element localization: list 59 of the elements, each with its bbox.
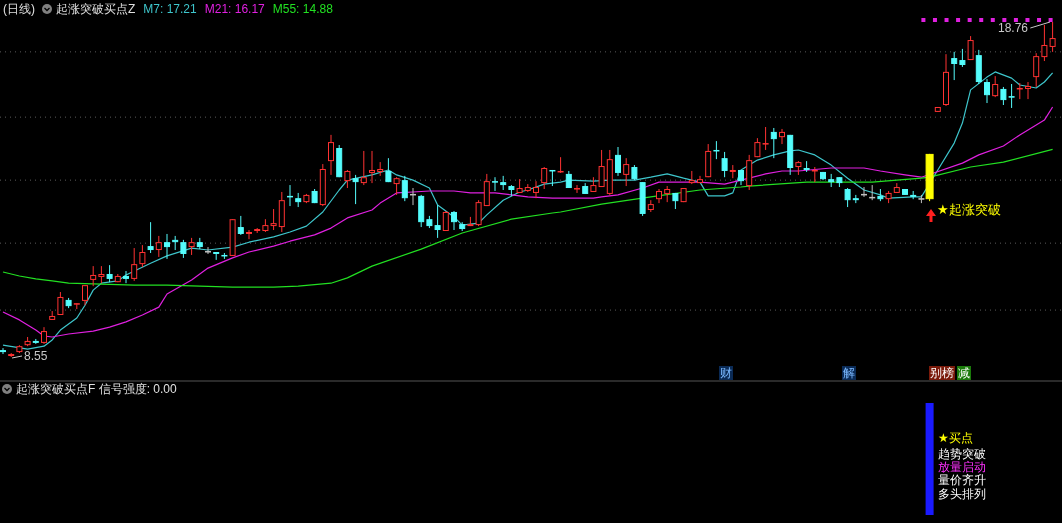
candlestick: [574, 184, 580, 194]
candlestick: [131, 247, 138, 282]
chart-subtitle: (日线): [3, 2, 35, 16]
candlestick: [401, 175, 408, 202]
candlestick: [483, 173, 490, 207]
candlestick: [533, 180, 539, 199]
annotation: 趋势突破: [938, 447, 986, 461]
candlestick: [82, 284, 88, 306]
candlestick: [992, 75, 999, 98]
annotation: 多头排列: [938, 487, 986, 501]
candlestick: [951, 51, 958, 81]
text: 财: [720, 366, 732, 380]
candlestick: [123, 270, 129, 284]
candlestick: [90, 265, 97, 287]
candlestick: [180, 239, 187, 259]
candlestick: [861, 186, 867, 198]
candlestick: [623, 157, 630, 187]
chart-title: 起涨突破买点Z: [56, 2, 136, 16]
candlestick: [492, 176, 498, 192]
candlestick: [615, 146, 621, 177]
candlestick: [713, 140, 720, 160]
text: M7: 17.21: [143, 2, 198, 16]
candlestick: [287, 184, 293, 207]
annotation: 放量启动: [938, 460, 986, 474]
text: M21: 16.17: [204, 2, 266, 16]
text: 别榜: [930, 366, 954, 380]
annotation: ★买点: [938, 431, 973, 445]
candlestick: [164, 233, 170, 260]
candlestick: [721, 151, 728, 178]
candlestick: [147, 221, 154, 254]
candlestick: [779, 128, 785, 145]
annotation: ★起涨突破: [937, 202, 1001, 217]
candlestick: [1033, 52, 1040, 88]
candlestick: [155, 235, 162, 258]
annotation: 8.55: [24, 349, 48, 363]
candlestick: [984, 78, 990, 104]
candlestick: [237, 215, 244, 236]
candlestick: [139, 244, 146, 268]
candlestick: [360, 150, 367, 186]
candlestick: [959, 48, 966, 68]
candlestick: [451, 210, 457, 231]
candlestick: [410, 187, 416, 206]
candlestick: [369, 150, 375, 184]
annotation: 量价齐升: [938, 473, 986, 487]
chart-title: 起涨突破买点F 信号强度: 0.00: [16, 382, 178, 396]
candlestick: [844, 187, 851, 208]
candlestick: [205, 246, 211, 255]
candlestick: [770, 127, 777, 159]
candlestick: [541, 166, 548, 190]
text: 解: [843, 366, 855, 380]
candlestick: [1025, 81, 1031, 100]
text: M55: 14.88: [272, 2, 334, 16]
candlestick: [352, 174, 359, 205]
text: 减: [958, 366, 970, 380]
candlestick: [328, 134, 334, 176]
candlestick: [246, 229, 252, 240]
candlestick: [344, 169, 351, 189]
candlestick: [0, 347, 6, 355]
annotation: 18.76: [997, 21, 1029, 35]
